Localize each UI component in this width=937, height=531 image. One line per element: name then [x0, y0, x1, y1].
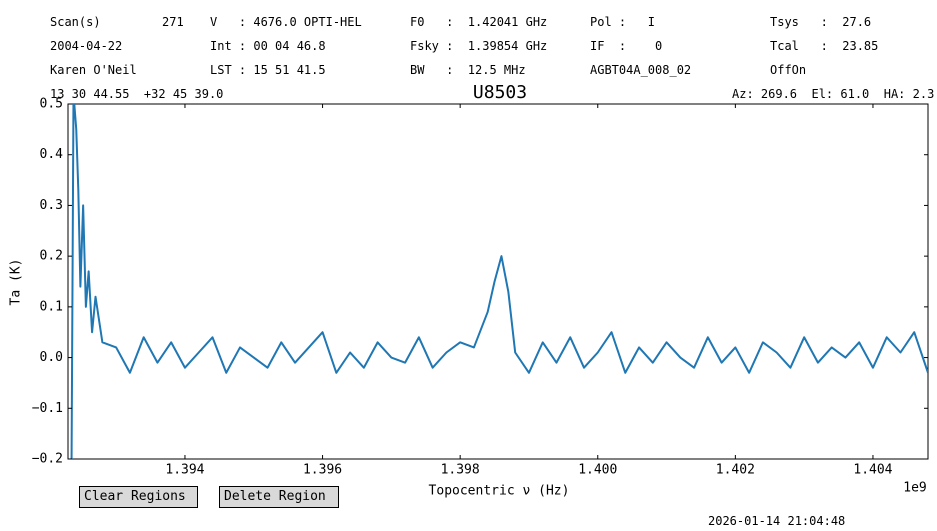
y-tick-label: 0.0 [40, 350, 63, 365]
header-text: Int : 00 04 46.8 [210, 39, 326, 53]
header-text: 13 30 44.55 +32 45 39.0 [50, 87, 224, 101]
header-text: Scan(s) [50, 15, 101, 29]
x-tick-label: 1.402 [716, 463, 755, 478]
header-text: AGBT04A_008_02 [590, 63, 692, 77]
x-axis-label: Topocentric ν (Hz) [429, 484, 570, 499]
header-text: Az: 269.6 El: 61.0 HA: 2.3 [732, 87, 935, 101]
timestamp: 2026-01-14 21:04:48 [708, 514, 846, 528]
header-text: LST : 15 51 41.5 [210, 63, 326, 77]
header-text: IF : 0 [590, 39, 663, 53]
header-text: V : 4676.0 OPTI-HEL [210, 15, 362, 29]
y-tick-label: 0.4 [40, 147, 64, 162]
header-text: Tcal : 23.85 [770, 39, 879, 53]
x-tick-label: 1.394 [165, 463, 204, 478]
x-offset-label: 1e9 [903, 481, 926, 496]
header-text: Tsys : 27.6 [770, 15, 872, 29]
plot-area [70, 104, 928, 459]
header-text: Karen O'Neil [50, 63, 137, 77]
delete-region-button[interactable]: Delete Region [219, 486, 339, 508]
y-axis-label: Ta (K) [9, 259, 24, 306]
y-tick-label: 0.5 [40, 97, 63, 112]
y-tick-label: 0.2 [40, 249, 63, 264]
header-text: Pol : I [590, 15, 656, 29]
x-tick-label: 1.404 [853, 463, 892, 478]
header-text: 271 [162, 15, 184, 29]
header-text: BW : 12.5 MHz [410, 63, 526, 77]
y-tick-label: 0.3 [40, 198, 63, 213]
x-tick-label: 1.400 [578, 463, 617, 478]
y-tick-label: −0.2 [32, 452, 63, 467]
header-text: Fsky : 1.39854 GHz [410, 39, 548, 53]
clear-regions-button[interactable]: Clear Regions [79, 486, 198, 508]
x-tick-label: 1.398 [441, 463, 480, 478]
y-tick-label: 0.1 [40, 299, 63, 314]
plot-frame [67, 103, 929, 460]
y-tick-label: −0.1 [32, 401, 63, 416]
spectrum-line [70, 104, 928, 459]
header-text: OffOn [770, 63, 807, 77]
header-text: F0 : 1.42041 GHz [410, 15, 548, 29]
header-text: 2004-04-22 [50, 39, 123, 53]
x-tick-label: 1.396 [303, 463, 342, 478]
chart-title: U8503 [473, 82, 527, 103]
